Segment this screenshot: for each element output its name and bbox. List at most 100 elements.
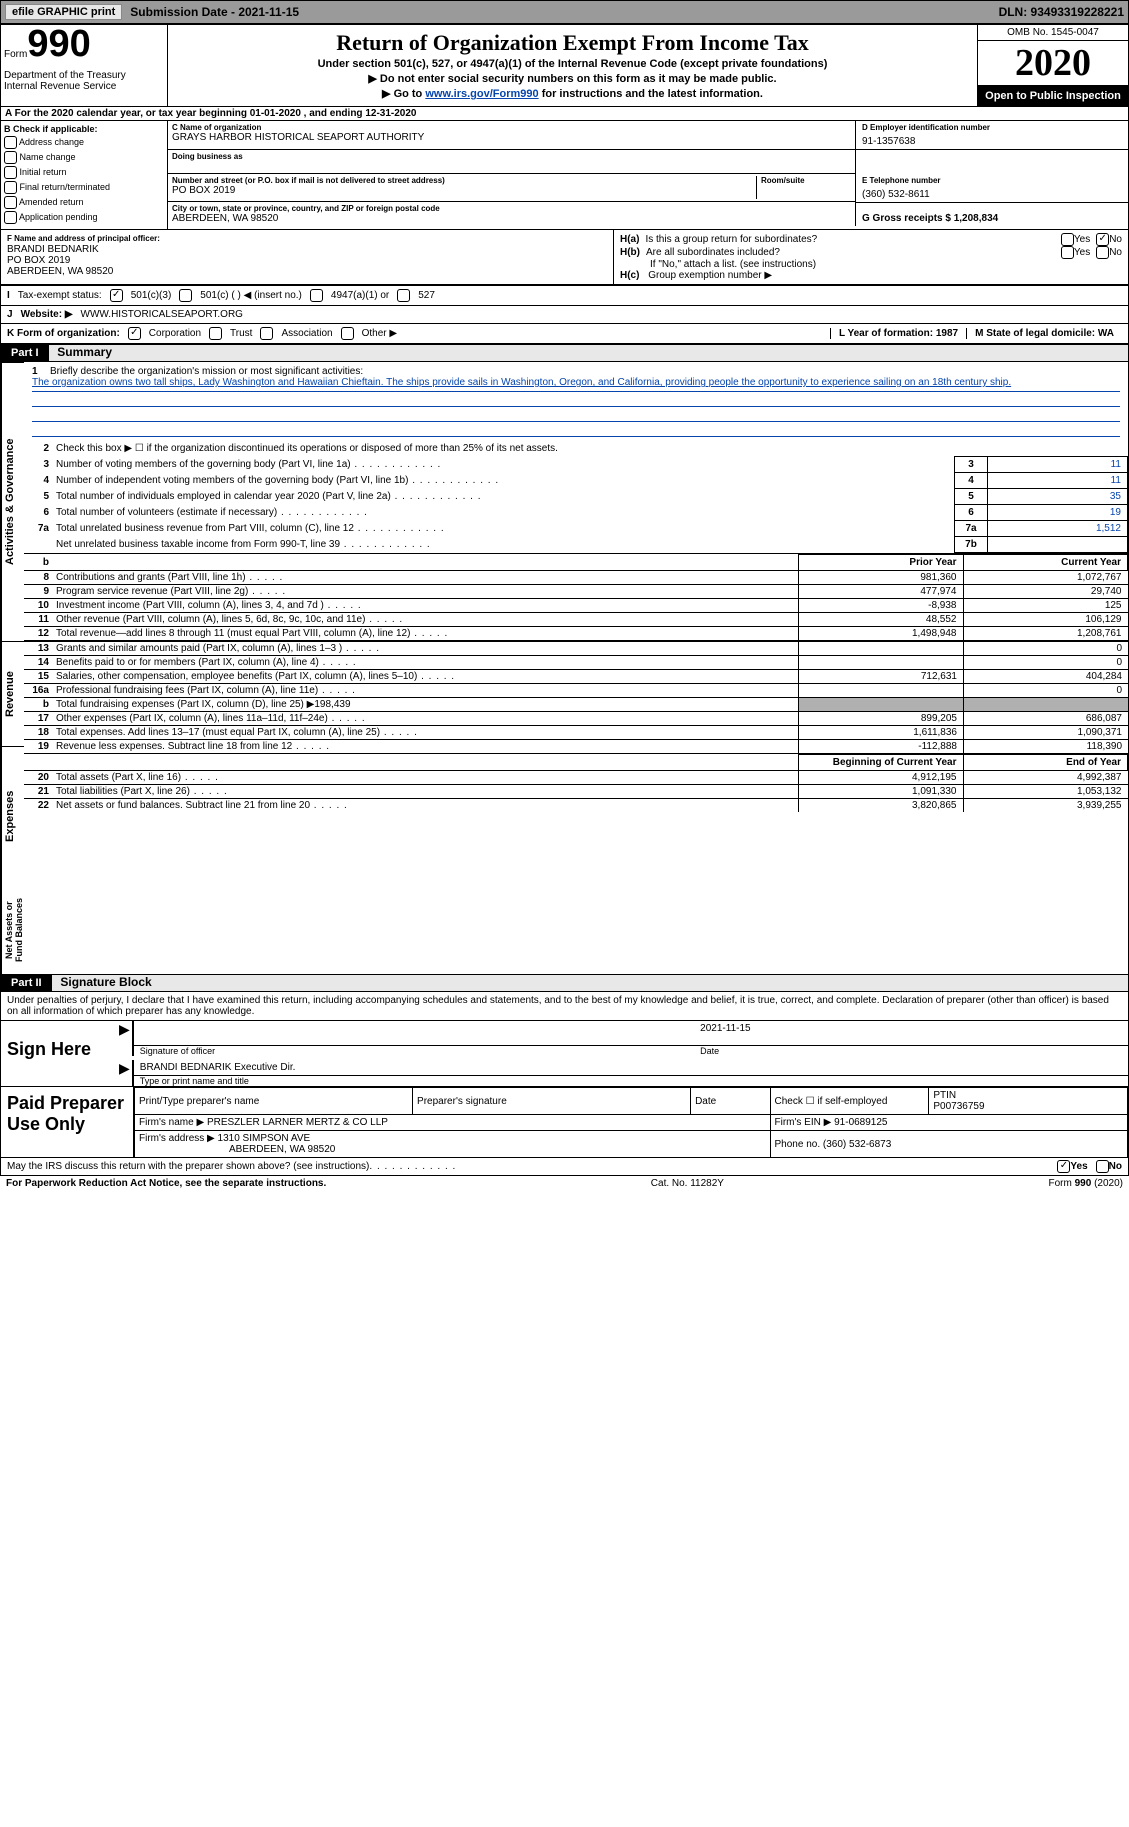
hb-no-checkbox[interactable] [1096, 246, 1109, 259]
name-title-label: Type or print name and title [134, 1076, 1128, 1086]
sig-officer-label: Signature of officer [134, 1046, 694, 1056]
sign-arrow-icon-2: ▶ [119, 1060, 130, 1086]
hb-text: Are all subordinates included? [646, 247, 1061, 258]
org-name: GRAYS HARBOR HISTORICAL SEAPORT AUTHORIT… [172, 132, 851, 143]
exp-body-row-3: 16aProfessional fundraising fees (Part I… [24, 684, 1128, 698]
officer-name-title: BRANDI BEDNARIK Executive Dir. [134, 1060, 1128, 1076]
efile-print-button[interactable]: efile GRAPHIC print [5, 4, 122, 20]
dln-number: DLN: 93493319228221 [999, 5, 1124, 19]
exp-body-row-0: 13Grants and similar amounts paid (Part … [24, 642, 1128, 656]
irs-link[interactable]: www.irs.gov/Form990 [425, 88, 538, 100]
trust-checkbox[interactable] [209, 327, 222, 340]
b-check-5: Application pending [4, 211, 164, 224]
form-990: Form 990 Department of the Treasury Inte… [0, 24, 1129, 1176]
hc-label: H(c) [620, 270, 639, 281]
subtitle-3: ▶ Go to www.irs.gov/Form990 for instruct… [174, 87, 971, 100]
b-checkbox-4[interactable] [4, 196, 17, 209]
hb-yes-label: Yes [1074, 247, 1090, 258]
hb-yes-checkbox[interactable] [1061, 246, 1074, 259]
corp-checkbox[interactable]: ✓ [128, 327, 141, 340]
section-f-h: F Name and address of principal officer:… [1, 230, 1128, 285]
other-label: Other ▶ [362, 328, 397, 339]
gov-row-4: 6Total number of volunteers (estimate if… [24, 505, 1128, 521]
b-checkbox-0[interactable] [4, 136, 17, 149]
governance-table: 2Check this box ▶ ☐ if the organization … [24, 441, 1128, 553]
top-toolbar: efile GRAPHIC print Submission Date - 20… [0, 0, 1129, 24]
gov-row-1: 3Number of voting members of the governi… [24, 457, 1128, 473]
501c-checkbox[interactable] [179, 289, 192, 302]
firm-addr1: 1310 SIMPSON AVE [218, 1133, 311, 1144]
527-checkbox[interactable] [397, 289, 410, 302]
hc-text: Group exemption number ▶ [648, 270, 772, 281]
discuss-yes-checkbox[interactable]: ✓ [1057, 1160, 1070, 1173]
section-b-through-g: B Check if applicable: Address change Na… [1, 121, 1128, 230]
discuss-text: May the IRS discuss this return with the… [7, 1161, 369, 1172]
assoc-checkbox[interactable] [260, 327, 273, 340]
firm-phone-value: (360) 532-6873 [823, 1139, 891, 1150]
g-gross-receipts: G Gross receipts $ 1,208,834 [862, 205, 1122, 224]
subtitle-2: ▶ Do not enter social security numbers o… [174, 72, 971, 85]
form-title: Return of Organization Exempt From Incom… [174, 30, 971, 56]
b-header: B Check if applicable: [4, 124, 164, 134]
exp-body-row-1: 14Benefits paid to or for members (Part … [24, 656, 1128, 670]
discuss-no-checkbox[interactable] [1096, 1160, 1109, 1173]
ha-no-label: No [1109, 234, 1122, 245]
subtitle-1: Under section 501(c), 527, or 4947(a)(1)… [174, 58, 971, 70]
addr-value: PO BOX 2019 [172, 185, 756, 196]
ha-no-checkbox[interactable]: ✓ [1096, 233, 1109, 246]
sign-date-value: 2021-11-15 [694, 1021, 1128, 1045]
501c3-checkbox[interactable]: ✓ [110, 289, 123, 302]
part1-header: Part I Summary [1, 344, 1128, 362]
col-f: F Name and address of principal officer:… [1, 230, 614, 284]
firm-ein-value: 91-0689125 [834, 1117, 887, 1128]
prep-name-header: Print/Type preparer's name [135, 1088, 413, 1115]
mission-text: The organization owns two tall ships, La… [32, 377, 1120, 392]
hb-label: H(b) [620, 247, 640, 258]
goto-prefix: ▶ Go to [382, 88, 425, 100]
ha-text: Is this a group return for subordinates? [645, 234, 1060, 245]
discuss-no-label: No [1109, 1161, 1122, 1172]
b-checkbox-2[interactable] [4, 166, 17, 179]
col-h: H(a) Is this a group return for subordin… [614, 230, 1128, 284]
dba-label: Doing business as [172, 152, 851, 161]
part2-tag: Part II [1, 975, 52, 991]
part1-body: Activities & Governance Revenue Expenses… [1, 362, 1128, 974]
b-checkbox-1[interactable] [4, 151, 17, 164]
beginning-year-header: Beginning of Current Year [798, 755, 963, 771]
gov-row-3: 5Total number of individuals employed in… [24, 489, 1128, 505]
discuss-row: May the IRS discuss this return with the… [1, 1157, 1128, 1175]
other-checkbox[interactable] [341, 327, 354, 340]
b-checkbox-3[interactable] [4, 181, 17, 194]
b-check-2: Initial return [4, 166, 164, 179]
4947-checkbox[interactable] [310, 289, 323, 302]
trust-label: Trust [230, 328, 252, 339]
current-year-header: Current Year [963, 555, 1128, 571]
website-row: J Website: ▶ WWW.HISTORICALSEAPORT.ORG [1, 306, 1128, 324]
b-check-4: Amended return [4, 196, 164, 209]
mission-block: 1 Briefly describe the organization's mi… [24, 362, 1128, 441]
sign-here-label: Sign Here [1, 1021, 113, 1086]
officer-name: BRANDI BEDNARIK [7, 244, 607, 255]
mission-link[interactable]: The organization owns two tall ships, La… [32, 377, 1011, 388]
paid-preparer-label: Paid Preparer Use Only [1, 1087, 134, 1157]
rev-body-row-0: 8Contributions and grants (Part VIII, li… [24, 571, 1128, 585]
gov-row-2: 4Number of independent voting members of… [24, 473, 1128, 489]
website-url: WWW.HISTORICALSEAPORT.ORG [81, 309, 243, 320]
hb-no-label: No [1109, 247, 1122, 258]
city-label: City or town, state or province, country… [172, 204, 851, 213]
paid-preparer-block: Paid Preparer Use Only Print/Type prepar… [1, 1086, 1128, 1157]
b-checkbox-5[interactable] [4, 211, 17, 224]
part1-title: Summary [51, 345, 112, 359]
firm-addr-label: Firm's address ▶ [139, 1133, 215, 1144]
c-name-label: C Name of organization [172, 123, 851, 132]
sig-date-label: Date [694, 1046, 1128, 1056]
form-number: 990 [27, 28, 90, 60]
ha-yes-checkbox[interactable] [1061, 233, 1074, 246]
website-label: Website: ▶ [21, 309, 73, 320]
officer-addr2: ABERDEEN, WA 98520 [7, 266, 607, 277]
footer-right: Form 990 (2020) [1049, 1178, 1123, 1189]
b-check-3: Final return/terminated [4, 181, 164, 194]
b-check-0: Address change [4, 136, 164, 149]
prep-self-employed: Check ☐ if self-employed [770, 1088, 929, 1115]
line-1-desc: Briefly describe the organization's miss… [50, 366, 363, 377]
